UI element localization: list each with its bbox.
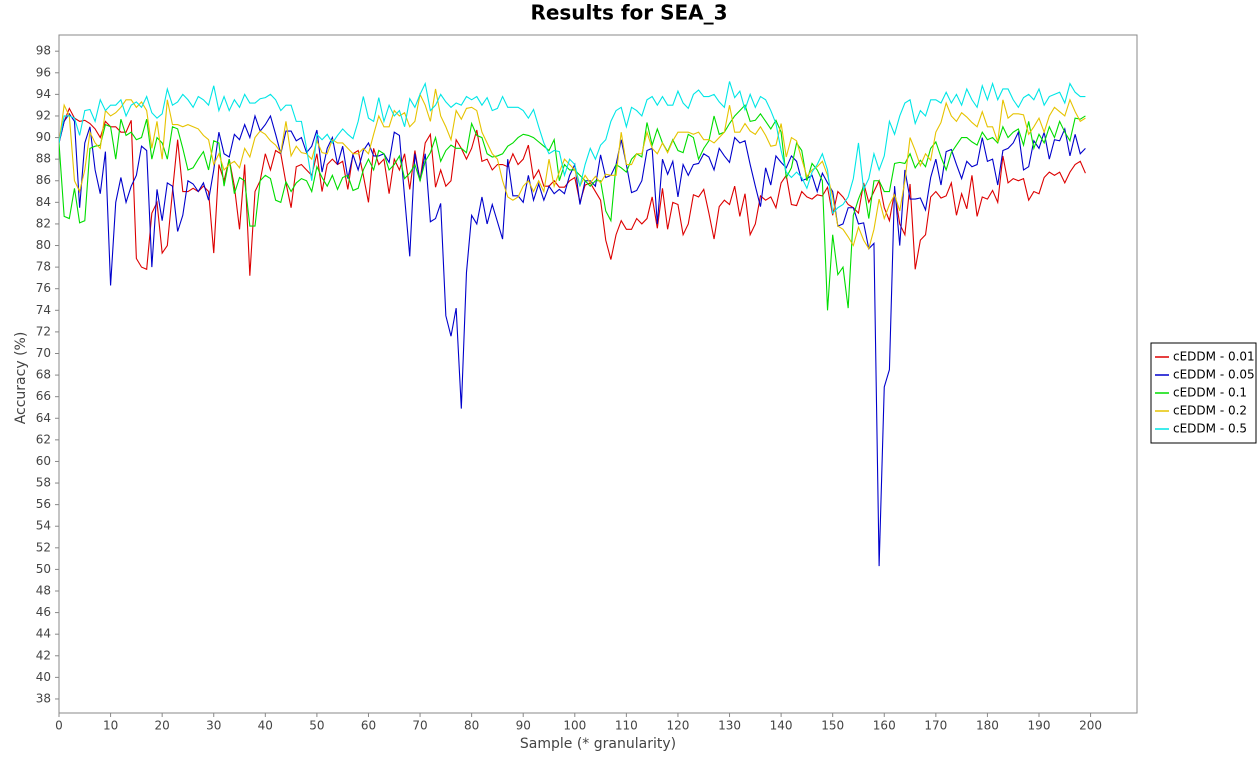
y-tick-label: 54: [36, 519, 51, 533]
y-tick-label: 88: [36, 152, 51, 166]
chart-title: Results for SEA_3: [530, 1, 727, 25]
legend-label: cEDDM - 0.2: [1173, 404, 1247, 418]
x-tick-label: 50: [309, 719, 324, 733]
y-tick-label: 78: [36, 260, 51, 274]
y-tick-label: 38: [36, 691, 51, 705]
x-tick-label: 90: [516, 719, 531, 733]
y-tick-label: 76: [36, 281, 51, 295]
y-tick-label: 82: [36, 216, 51, 230]
y-tick-label: 66: [36, 389, 51, 403]
y-tick-label: 92: [36, 108, 51, 122]
y-tick-label: 96: [36, 65, 51, 79]
y-tick-label: 98: [36, 44, 51, 58]
x-tick-label: 150: [821, 719, 844, 733]
y-tick-label: 58: [36, 476, 51, 490]
y-tick-label: 84: [36, 195, 51, 209]
y-tick-label: 68: [36, 368, 51, 382]
x-tick-label: 110: [615, 719, 638, 733]
x-tick-label: 30: [206, 719, 221, 733]
y-tick-label: 60: [36, 454, 51, 468]
y-tick-label: 74: [36, 303, 51, 317]
x-tick-label: 180: [976, 719, 999, 733]
y-tick-label: 48: [36, 584, 51, 598]
y-tick-label: 50: [36, 562, 51, 576]
y-tick-label: 70: [36, 346, 51, 360]
x-tick-label: 170: [924, 719, 947, 733]
y-tick-label: 86: [36, 173, 51, 187]
y-tick-label: 52: [36, 540, 51, 554]
x-tick-label: 160: [873, 719, 896, 733]
x-tick-label: 70: [412, 719, 427, 733]
legend-label: cEDDM - 0.01: [1173, 350, 1255, 364]
y-tick-label: 46: [36, 605, 51, 619]
x-tick-label: 100: [563, 719, 586, 733]
y-tick-label: 42: [36, 648, 51, 662]
series-line: [59, 88, 1086, 251]
x-tick-label: 140: [770, 719, 793, 733]
y-tick-label: 90: [36, 130, 51, 144]
x-tick-label: 190: [1028, 719, 1051, 733]
y-tick-label: 44: [36, 627, 51, 641]
x-tick-label: 60: [361, 719, 376, 733]
legend-label: cEDDM - 0.1: [1173, 386, 1247, 400]
y-axis-label: Accuracy (%): [13, 332, 29, 425]
legend: cEDDM - 0.01 cEDDM - 0.05 cEDDM - 0.1 cEDDM…: [1150, 342, 1257, 444]
x-tick-label: 0: [55, 719, 63, 733]
y-tick-label: 64: [36, 411, 51, 425]
y-tick-label: 62: [36, 432, 51, 446]
y-tick-label: 56: [36, 497, 51, 511]
x-axis-label: Sample (* granularity): [520, 736, 676, 752]
legend-label: cEDDM - 0.5: [1173, 422, 1247, 436]
plot-area: [58, 34, 1138, 714]
x-tick-label: 10: [103, 719, 118, 733]
y-tick-label: 72: [36, 324, 51, 338]
series-line: [59, 81, 1086, 215]
x-tick-label: 130: [718, 719, 741, 733]
x-tick-label: 200: [1079, 719, 1102, 733]
y-tick-label: 40: [36, 670, 51, 684]
x-tick-label: 40: [258, 719, 273, 733]
y-tick-label: 94: [36, 87, 51, 101]
x-tick-label: 80: [464, 719, 479, 733]
x-tick-label: 120: [666, 719, 689, 733]
legend-label: cEDDM - 0.05: [1173, 368, 1255, 382]
x-tick-label: 20: [155, 719, 170, 733]
series-line: [59, 104, 1086, 311]
y-tick-label: 80: [36, 238, 51, 252]
